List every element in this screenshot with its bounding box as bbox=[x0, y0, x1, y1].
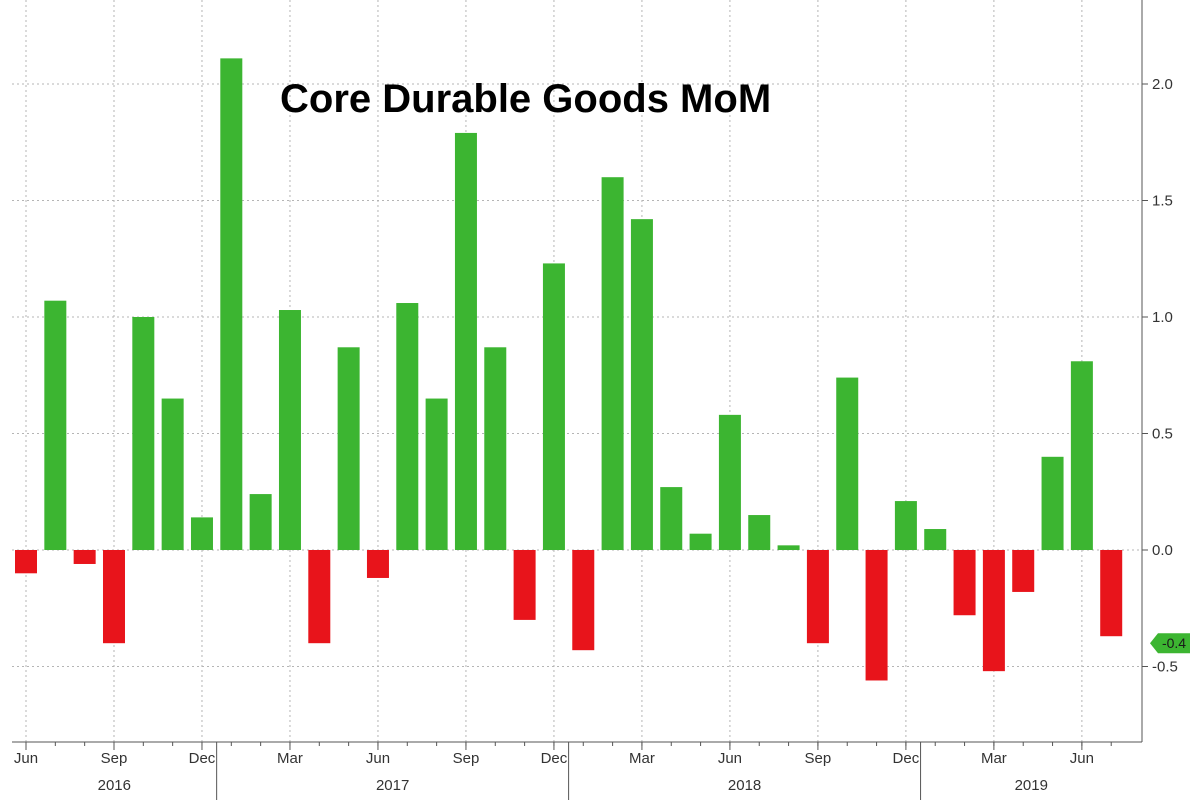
bar bbox=[953, 550, 976, 616]
tick-labels: 2.0 1.5 1.0 0.5 0.0 -0.5 Jun Sep Dec Mar Jun Sep Dec… bbox=[14, 76, 1178, 794]
x-tick-label: Dec bbox=[541, 750, 568, 767]
bar bbox=[572, 550, 595, 651]
bar bbox=[513, 550, 536, 620]
x-tick-label: Jun bbox=[718, 750, 742, 767]
x-tick-label: Dec bbox=[189, 750, 216, 767]
bar bbox=[601, 177, 624, 550]
bar bbox=[777, 545, 800, 550]
bar bbox=[484, 347, 507, 550]
y-tick-label: 1.5 bbox=[1152, 193, 1173, 210]
bar bbox=[278, 310, 301, 550]
bar bbox=[806, 550, 829, 644]
x-tick-label: Jun bbox=[1070, 750, 1094, 767]
bar bbox=[220, 58, 243, 551]
x-year-label: 2017 bbox=[376, 777, 409, 794]
bar bbox=[308, 550, 331, 644]
bar bbox=[366, 550, 389, 578]
y-tick-label: -0.5 bbox=[1152, 659, 1178, 676]
x-tick-label: Mar bbox=[629, 750, 655, 767]
x-tick-label: Jun bbox=[366, 750, 390, 767]
axes bbox=[12, 0, 1148, 800]
bar bbox=[454, 132, 477, 550]
x-tick-label: Sep bbox=[805, 750, 832, 767]
last-value-badge: -0.4 bbox=[1150, 633, 1190, 654]
x-year-label: 2019 bbox=[1015, 777, 1048, 794]
x-year-label: 2018 bbox=[728, 777, 761, 794]
x-tick-label: Sep bbox=[453, 750, 480, 767]
bar bbox=[865, 550, 888, 681]
chart-title: Core Durable Goods MoM bbox=[280, 77, 771, 121]
bar bbox=[542, 263, 565, 550]
bar bbox=[337, 347, 360, 550]
bar bbox=[1041, 456, 1064, 550]
bar bbox=[689, 533, 712, 550]
bar bbox=[44, 300, 67, 550]
last-value-badge-shape bbox=[1150, 633, 1190, 654]
x-tick-label: Mar bbox=[981, 750, 1007, 767]
bar bbox=[1100, 550, 1123, 637]
x-tick-label: Mar bbox=[277, 750, 303, 767]
bar bbox=[161, 398, 184, 550]
bar bbox=[718, 414, 741, 550]
bar bbox=[73, 550, 96, 564]
bar bbox=[924, 529, 947, 550]
bar bbox=[836, 377, 859, 550]
last-value-badge-text: -0.4 bbox=[1162, 635, 1186, 651]
y-tick-label: 2.0 bbox=[1152, 76, 1173, 93]
bar bbox=[15, 550, 37, 574]
x-tick-label: Sep bbox=[101, 750, 128, 767]
bar bbox=[249, 494, 272, 550]
bar-series bbox=[15, 58, 1123, 681]
bar bbox=[190, 517, 213, 550]
bar bbox=[396, 303, 419, 550]
y-tick-label: 0.0 bbox=[1152, 542, 1173, 559]
y-tick-label: 0.5 bbox=[1152, 426, 1173, 443]
bar bbox=[982, 550, 1005, 672]
bar bbox=[894, 501, 917, 550]
bar bbox=[1012, 550, 1035, 592]
bar bbox=[660, 487, 683, 550]
bar bbox=[132, 317, 155, 550]
x-year-label: 2016 bbox=[98, 777, 131, 794]
bar bbox=[425, 398, 448, 550]
bar bbox=[1070, 361, 1093, 550]
bar bbox=[102, 550, 125, 644]
x-tick-label: Jun bbox=[14, 750, 38, 767]
bar bbox=[630, 219, 653, 550]
bar bbox=[748, 515, 771, 550]
y-tick-label: 1.0 bbox=[1152, 309, 1173, 326]
x-tick-label: Dec bbox=[893, 750, 920, 767]
